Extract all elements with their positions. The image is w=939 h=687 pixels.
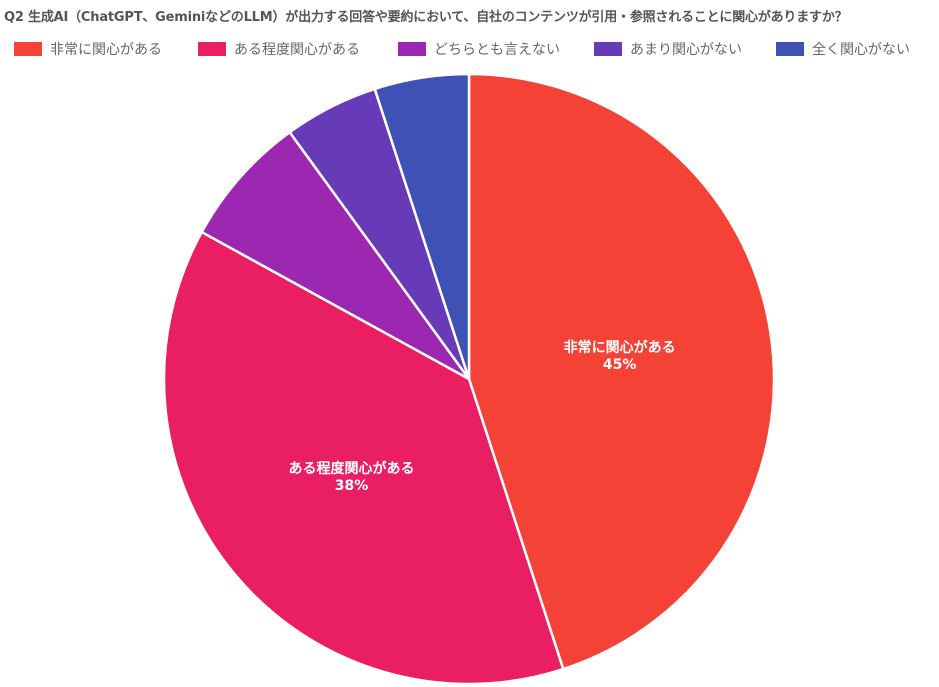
legend-item[interactable]: ある程度関心がある xyxy=(198,38,360,60)
pie-slice[interactable] xyxy=(373,72,471,381)
legend-item[interactable]: 非常に関心がある xyxy=(14,38,162,60)
slice-label-name: 非常に関心がある xyxy=(564,339,676,356)
legend-swatch xyxy=(398,42,426,56)
legend-item[interactable]: 全く関心がない xyxy=(776,38,910,60)
legend-swatch xyxy=(594,42,622,56)
pie-slices xyxy=(162,72,776,686)
slice-label-name: ある程度関心がある xyxy=(288,460,414,477)
legend-label: ある程度関心がある xyxy=(234,42,360,58)
chart-title: Q2 生成AI（ChatGPT、GeminiなどのLLM）が出力する回答や要約に… xyxy=(4,10,848,25)
legend-swatch xyxy=(198,42,226,56)
legend-label: どちらとも言えない xyxy=(434,42,560,58)
pie-slice[interactable] xyxy=(162,230,565,686)
legend-item[interactable]: あまり関心がない xyxy=(594,38,742,60)
legend-label: 全く関心がない xyxy=(812,42,910,58)
legend: 非常に関心がある ある程度関心がある どちらとも言えない あまり関心がない 全く… xyxy=(0,38,939,60)
legend-swatch xyxy=(776,42,804,56)
legend-label: 非常に関心がある xyxy=(50,42,162,58)
legend-label: あまり関心がない xyxy=(630,42,742,58)
pie-slice[interactable] xyxy=(200,131,471,381)
slice-label-value: 38% xyxy=(335,478,369,494)
legend-item[interactable]: どちらとも言えない xyxy=(398,38,560,60)
legend-swatch xyxy=(14,42,42,56)
slice-label-value: 45% xyxy=(603,357,637,373)
pie-slice[interactable] xyxy=(467,72,776,671)
